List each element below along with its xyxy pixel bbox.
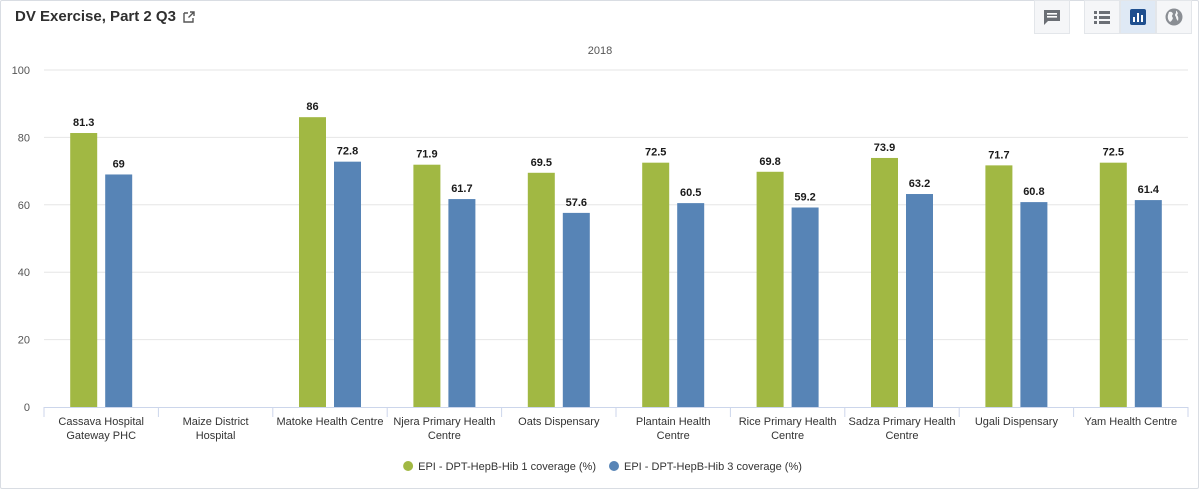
data-label: 69 bbox=[113, 158, 125, 170]
table-view-button[interactable] bbox=[1084, 0, 1120, 34]
legend-label: EPI - DPT-HepB-Hib 1 coverage (%) bbox=[418, 461, 596, 473]
bar-series-2[interactable] bbox=[1134, 200, 1162, 407]
data-label: 72.5 bbox=[645, 147, 666, 159]
chart-title: DV Exercise, Part 2 Q3 bbox=[15, 8, 176, 25]
chart-view-button[interactable] bbox=[1120, 0, 1156, 34]
y-tick-label: 100 bbox=[12, 65, 30, 77]
bar-series-1[interactable] bbox=[756, 171, 784, 407]
data-label: 60.8 bbox=[1023, 186, 1044, 198]
external-link-icon[interactable] bbox=[182, 10, 196, 24]
x-tick-label: Centre bbox=[771, 430, 804, 442]
legend-label: EPI - DPT-HepB-Hib 3 coverage (%) bbox=[624, 461, 802, 473]
x-tick-label: Hospital bbox=[196, 430, 236, 442]
x-tick-label: Gateway PHC bbox=[66, 430, 136, 442]
legend-item-series-1[interactable]: EPI - DPT-HepB-Hib 1 coverage (%) bbox=[403, 461, 596, 473]
x-tick-label: Matoke Health Centre bbox=[277, 416, 384, 428]
legend-item-series-2[interactable]: EPI - DPT-HepB-Hib 3 coverage (%) bbox=[609, 461, 802, 473]
bar-series-1[interactable] bbox=[413, 164, 441, 407]
data-label: 61.7 bbox=[451, 183, 472, 195]
x-tick-label: Sadza Primary Health bbox=[849, 416, 956, 428]
grid-lines bbox=[44, 69, 1188, 341]
x-tick-label: Centre bbox=[428, 430, 461, 442]
bar-series-1[interactable] bbox=[1099, 162, 1127, 407]
x-axis: Cassava Hospital Gateway PHC Maize Distric… bbox=[43, 407, 1189, 442]
x-tick-label: Njera Primary Health bbox=[393, 416, 495, 428]
data-label: 59.2 bbox=[794, 191, 815, 203]
bars: 81.3 69 86 72.8 71.9 61.7 69.5 57.6 72.5 60.5 69.8… bbox=[70, 101, 1162, 408]
y-tick-label: 60 bbox=[18, 200, 30, 212]
bar-series-2[interactable] bbox=[105, 174, 133, 407]
bar-series-2[interactable] bbox=[791, 207, 819, 407]
bar-series-1[interactable] bbox=[527, 172, 555, 407]
x-tick-label: Oats Dispensary bbox=[518, 416, 600, 428]
bar-series-1[interactable] bbox=[299, 117, 326, 408]
data-label: 57.6 bbox=[566, 197, 587, 209]
data-label: 60.5 bbox=[680, 187, 701, 199]
interpretations-button[interactable] bbox=[1034, 0, 1070, 34]
bar-chart-icon bbox=[1130, 9, 1146, 25]
bar-series-1[interactable] bbox=[871, 157, 898, 407]
y-tick-label: 0 bbox=[24, 402, 30, 414]
data-label: 71.7 bbox=[988, 149, 1009, 161]
data-label: 69.5 bbox=[531, 157, 552, 169]
bar-series-1[interactable] bbox=[642, 162, 670, 407]
legend-marker bbox=[403, 461, 414, 471]
bar-series-1[interactable] bbox=[985, 165, 1013, 407]
data-label: 81.3 bbox=[73, 117, 94, 129]
data-label: 86 bbox=[306, 101, 318, 113]
chart-title-link[interactable]: DV Exercise, Part 2 Q3 bbox=[15, 8, 196, 25]
y-tick-label: 80 bbox=[18, 132, 30, 144]
bar-series-2[interactable] bbox=[1020, 202, 1048, 407]
bar-series-2[interactable] bbox=[448, 199, 476, 407]
bar-series-2[interactable] bbox=[562, 212, 590, 407]
bar-series-2[interactable] bbox=[906, 194, 933, 407]
y-tick-label: 20 bbox=[18, 335, 30, 347]
table-icon bbox=[1094, 11, 1110, 24]
data-label: 71.9 bbox=[416, 149, 437, 161]
data-label: 72.5 bbox=[1103, 147, 1124, 159]
map-view-button[interactable] bbox=[1156, 0, 1192, 34]
data-label: 72.8 bbox=[337, 146, 358, 158]
x-tick-label: Cassava Hospital bbox=[58, 416, 144, 428]
bar-series-2[interactable] bbox=[677, 203, 705, 407]
x-tick-label: Maize District bbox=[183, 416, 249, 428]
data-label: 63.2 bbox=[909, 178, 930, 190]
y-tick-label: 40 bbox=[18, 267, 30, 279]
data-label: 61.4 bbox=[1138, 184, 1160, 196]
x-tick-label: Centre bbox=[885, 430, 918, 442]
bar-series-2[interactable] bbox=[334, 161, 361, 407]
x-tick-label: Rice Primary Health bbox=[739, 416, 837, 428]
legend-marker bbox=[609, 461, 619, 471]
y-axis: 0 20 40 60 80 100 bbox=[12, 65, 30, 414]
x-tick-label: Centre bbox=[657, 430, 690, 442]
x-tick-label: Ugali Dispensary bbox=[975, 416, 1059, 428]
globe-icon bbox=[1165, 8, 1183, 26]
comment-icon bbox=[1044, 10, 1060, 25]
data-label: 69.8 bbox=[759, 156, 780, 168]
x-tick-label: Yam Health Centre bbox=[1084, 416, 1177, 428]
bar-series-1[interactable] bbox=[70, 133, 98, 408]
legend[interactable]: EPI - DPT-HepB-Hib 1 coverage (%) EPI - D… bbox=[403, 461, 802, 473]
data-label: 73.9 bbox=[874, 142, 895, 154]
x-tick-label: Plantain Health bbox=[636, 416, 711, 428]
chart-subtitle: 2018 bbox=[588, 45, 612, 57]
